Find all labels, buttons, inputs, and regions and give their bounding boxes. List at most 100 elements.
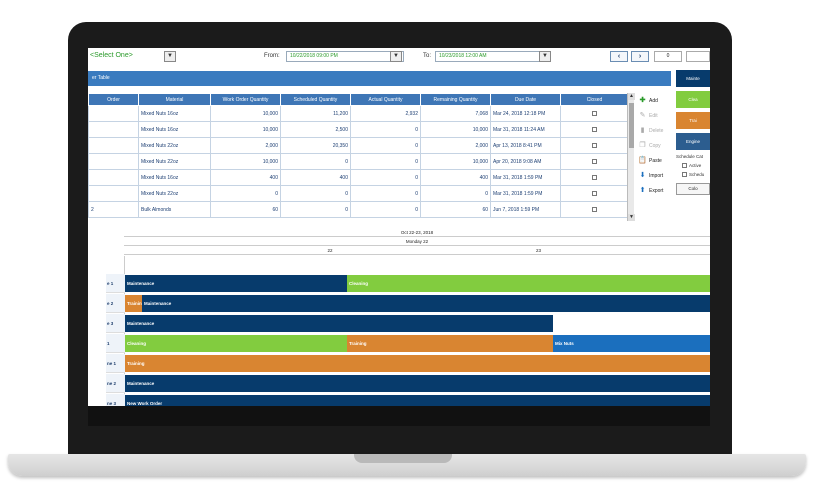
closed-checkbox[interactable] (592, 110, 597, 116)
table-header-row: Order Material Work Order Quantity Sched… (88, 93, 629, 106)
gantt-bar-training[interactable]: Trainin (125, 295, 142, 312)
cell-material: Bulk Almonds (138, 201, 211, 218)
cell-sched-qty: 400 (280, 169, 351, 186)
cell-sched-qty: 11,200 (280, 105, 351, 122)
export-button[interactable]: ⬆ Export (639, 187, 664, 194)
training-category-button[interactable]: Trai (676, 112, 710, 129)
cell-actual-qty: 0 (350, 137, 421, 154)
next-button[interactable]: › (631, 51, 649, 62)
cell-sched-qty: 20,350 (280, 137, 351, 154)
table-row[interactable]: Mixed Nuts 16oz 10,000 2,500 0 10,000 Ma… (88, 121, 629, 138)
engineering-category-button[interactable]: Engine (676, 133, 710, 150)
closed-checkbox[interactable] (592, 174, 597, 180)
gantt-bar-mix-nuts[interactable]: Mix Nuts (553, 335, 710, 352)
from-dropdown-icon[interactable]: ▼ (390, 51, 402, 62)
col-header-material[interactable]: Material (138, 93, 211, 106)
prev-button[interactable]: ‹ (610, 51, 628, 62)
gantt-bar-maintenance[interactable]: Maintenance (125, 275, 347, 292)
paste-button[interactable]: 📋 Paste (638, 157, 662, 164)
cell-closed (560, 185, 629, 202)
cell-actual-qty: 0 (350, 185, 421, 202)
table-scrollbar[interactable]: ▲ ▼ (627, 93, 635, 221)
scroll-down-icon[interactable]: ▼ (628, 214, 635, 221)
gantt-row-label: 1 (106, 334, 125, 353)
copy-button[interactable]: ❐ Copy (639, 142, 661, 149)
trash-icon: ▮ (640, 127, 645, 134)
closed-checkbox[interactable] (592, 142, 597, 148)
import-icon: ⬇ (639, 172, 646, 179)
right-panel: Mainte Clea Trai Engine Schedule Cat Act… (676, 70, 710, 195)
closed-checkbox[interactable] (592, 158, 597, 164)
gantt-bar-maintenance[interactable]: Maintenance (142, 295, 710, 312)
cell-remaining-qty: 10,000 (420, 121, 491, 138)
table-row[interactable]: Mixed Nuts 22oz 0 0 0 0 Mar 31, 2018 1:5… (88, 185, 629, 202)
col-header-work-order-quantity[interactable]: Work Order Quantity (210, 93, 281, 106)
cell-closed (560, 121, 629, 138)
schedule-option[interactable]: Schedu (676, 172, 710, 177)
cell-material: Mixed Nuts 16oz (138, 121, 211, 138)
col-header-actual-quantity[interactable]: Actual Quantity (350, 93, 421, 106)
cell-closed (560, 137, 629, 154)
cell-closed (560, 169, 629, 186)
cell-wo-qty: 0 (210, 185, 281, 202)
cell-due-date: Mar 31, 2018 1:59 PM (490, 185, 561, 202)
col-header-scheduled-quantity[interactable]: Scheduled Quantity (280, 93, 351, 106)
count-field[interactable]: 0 (654, 51, 682, 62)
toolbar: <Select One> ▼ From: 10/22/2018 09:00 PM… (88, 48, 710, 66)
gantt-row-label: ne 1 (106, 354, 125, 373)
col-header-closed[interactable]: Closed (560, 93, 629, 106)
gantt-bar-maintenance[interactable]: Maintenance (125, 375, 710, 392)
scroll-up-icon[interactable]: ▲ (628, 93, 635, 100)
cell-due-date: Apr 13, 2018 8:41 PM (490, 137, 561, 154)
table-row[interactable]: 2 Bulk Almonds 60 0 0 60 Jun 7, 2018 1:5… (88, 201, 629, 218)
work-order-table: Order Material Work Order Quantity Sched… (88, 93, 629, 218)
col-header-due-date[interactable]: Due Date (490, 93, 561, 106)
cell-wo-qty: 10,000 (210, 105, 281, 122)
cell-actual-qty: 0 (350, 169, 421, 186)
cell-wo-qty: 60 (210, 201, 281, 218)
from-date-field[interactable]: 10/22/2018 09:00 PM (286, 51, 404, 62)
count-field-2[interactable] (686, 51, 710, 62)
table-row[interactable]: Mixed Nuts 16oz 10,000 11,200 2,932 7,06… (88, 105, 629, 122)
color-button[interactable]: Colo (676, 183, 710, 195)
cell-actual-qty: 0 (350, 121, 421, 138)
to-dropdown-icon[interactable]: ▼ (539, 51, 551, 62)
resource-select[interactable]: <Select One> (90, 52, 133, 59)
table-row[interactable]: Mixed Nuts 16oz 400 400 0 400 Mar 31, 20… (88, 169, 629, 186)
gantt-bar-training[interactable]: Training (347, 335, 553, 352)
screen-bottom-edge (88, 406, 710, 426)
table-row[interactable]: Mixed Nuts 22oz 2,000 20,350 0 2,000 Apr… (88, 137, 629, 154)
closed-checkbox[interactable] (592, 190, 597, 196)
cell-wo-qty: 2,000 (210, 137, 281, 154)
cell-remaining-qty: 0 (420, 185, 491, 202)
add-button[interactable]: ✚ Add (639, 97, 658, 104)
cell-material: Mixed Nuts 22oz (138, 153, 211, 170)
cell-closed (560, 153, 629, 170)
gantt-bar-maintenance[interactable]: Maintenance (125, 315, 553, 332)
schedule-checkbox[interactable] (682, 172, 687, 177)
cleaning-category-button[interactable]: Clea (676, 91, 710, 108)
panel-title: er Table (88, 71, 671, 86)
import-button[interactable]: ⬇ Import (639, 172, 664, 179)
maintenance-category-button[interactable]: Mainte (676, 70, 710, 87)
closed-checkbox[interactable] (592, 126, 597, 132)
cell-wo-qty: 10,000 (210, 121, 281, 138)
edit-button[interactable]: ✎ Edit (639, 112, 658, 119)
col-header-remaining-quantity[interactable]: Remaining Quantity (420, 93, 491, 106)
resource-dropdown-icon[interactable]: ▼ (164, 51, 176, 62)
copy-icon: ❐ (639, 142, 646, 149)
cell-remaining-qty: 60 (420, 201, 491, 218)
cell-due-date: Mar 24, 2018 12:18 PM (490, 105, 561, 122)
to-date-field[interactable]: 10/23/2018 12:00 AM (435, 51, 551, 62)
closed-checkbox[interactable] (592, 206, 597, 212)
cell-actual-qty: 0 (350, 153, 421, 170)
delete-button[interactable]: ▮ Delete (638, 123, 672, 138)
gantt-bar-cleaning[interactable]: Cleaning (347, 275, 710, 292)
gantt-bar-training[interactable]: Training (125, 355, 710, 372)
active-checkbox[interactable] (682, 163, 687, 168)
col-header-order[interactable]: Order (88, 93, 139, 106)
scrollbar-thumb[interactable] (629, 103, 634, 148)
gantt-bar-cleaning[interactable]: Cleaning (125, 335, 347, 352)
table-row[interactable]: Mixed Nuts 22oz 10,000 0 0 10,000 Apr 20… (88, 153, 629, 170)
active-option[interactable]: Active (676, 163, 710, 168)
